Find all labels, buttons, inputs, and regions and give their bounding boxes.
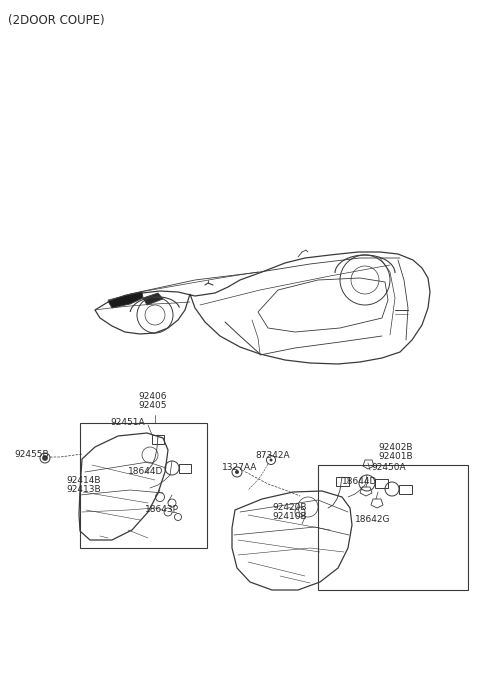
Bar bbox=[152, 435, 164, 444]
Bar bbox=[179, 464, 191, 473]
Text: 92401B: 92401B bbox=[378, 452, 413, 461]
Bar bbox=[336, 477, 349, 486]
Text: 92420B: 92420B bbox=[272, 503, 307, 512]
Text: 18644D: 18644D bbox=[342, 477, 377, 486]
Circle shape bbox=[43, 456, 48, 460]
Bar bbox=[399, 485, 412, 494]
Text: 92450A: 92450A bbox=[371, 463, 406, 472]
Text: (2DOOR COUPE): (2DOOR COUPE) bbox=[8, 14, 105, 27]
Text: 18643P: 18643P bbox=[145, 505, 179, 514]
Text: 92406: 92406 bbox=[138, 392, 167, 401]
Text: 18644D: 18644D bbox=[128, 467, 163, 476]
Text: 92455B: 92455B bbox=[14, 450, 48, 459]
Circle shape bbox=[235, 470, 239, 474]
Text: 92405: 92405 bbox=[138, 401, 167, 410]
Text: 92410B: 92410B bbox=[272, 512, 307, 521]
Text: 87342A: 87342A bbox=[255, 451, 289, 460]
Text: 1327AA: 1327AA bbox=[222, 463, 257, 472]
Text: 92402B: 92402B bbox=[378, 443, 412, 452]
Text: 18642G: 18642G bbox=[355, 515, 391, 524]
Text: 92451A: 92451A bbox=[110, 418, 144, 427]
Circle shape bbox=[269, 458, 273, 462]
Text: 92413B: 92413B bbox=[66, 485, 101, 494]
Bar bbox=[375, 479, 388, 488]
Text: 92414B: 92414B bbox=[66, 476, 100, 485]
Polygon shape bbox=[108, 292, 143, 308]
Polygon shape bbox=[143, 293, 163, 305]
